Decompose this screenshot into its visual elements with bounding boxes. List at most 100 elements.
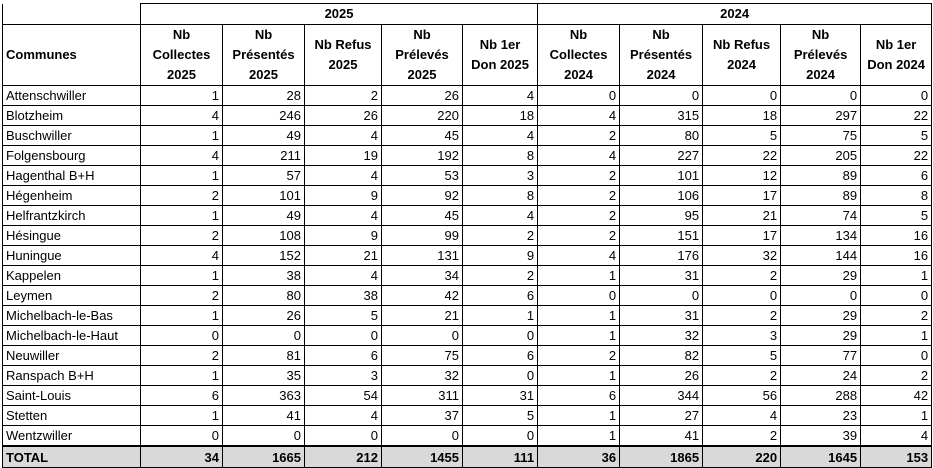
table-row: Blotzheim 4 246 26 220 18 4 315 18 297 22 xyxy=(2,105,933,126)
commune-cell: Blotzheim xyxy=(2,105,141,126)
number-cell: 2 xyxy=(140,225,223,246)
total-cell: 1455 xyxy=(381,445,463,468)
number-cell: 75 xyxy=(780,125,862,146)
column-header: Nb Refus 2025 xyxy=(304,24,382,86)
number-cell: 31 xyxy=(461,385,539,406)
table-row: Buschwiller 1 49 4 45 4 2 80 5 75 5 xyxy=(2,125,933,146)
number-cell: 0 xyxy=(619,285,704,306)
number-cell: 0 xyxy=(702,285,782,306)
number-cell: 152 xyxy=(222,245,305,266)
number-cell: 4 xyxy=(304,405,382,426)
total-cell: 111 xyxy=(461,445,539,468)
number-cell: 288 xyxy=(780,385,862,406)
number-cell: 38 xyxy=(304,285,382,306)
number-cell: 4 xyxy=(537,105,621,126)
number-cell: 4 xyxy=(304,165,382,186)
number-cell: 108 xyxy=(222,225,305,246)
total-cell: 34 xyxy=(140,445,223,468)
number-cell: 311 xyxy=(381,385,463,406)
number-cell: 21 xyxy=(381,305,463,326)
number-cell: 4 xyxy=(461,125,539,146)
commune-cell: Ranspach B+H xyxy=(2,365,141,386)
number-cell: 0 xyxy=(381,325,463,346)
number-cell: 6 xyxy=(304,345,382,366)
table-row: Hégenheim 2 101 9 92 8 2 106 17 89 8 xyxy=(2,185,933,206)
number-cell: 3 xyxy=(461,165,539,186)
commune-cell: Helfrantzkirch xyxy=(2,205,141,226)
column-header: Communes xyxy=(2,24,141,86)
number-cell: 151 xyxy=(619,225,704,246)
number-cell: 1 xyxy=(140,165,223,186)
number-cell: 22 xyxy=(702,145,782,166)
number-cell: 9 xyxy=(304,185,382,206)
total-cell: 220 xyxy=(702,445,782,468)
table-row: Hagenthal B+H 1 57 4 53 3 2 101 12 89 6 xyxy=(2,165,933,186)
number-cell: 31 xyxy=(619,265,704,286)
column-header: Nb 1er Don 2025 xyxy=(461,24,539,86)
number-cell: 220 xyxy=(381,105,463,126)
number-cell: 176 xyxy=(619,245,704,266)
number-cell: 8 xyxy=(461,185,539,206)
number-cell: 2 xyxy=(537,345,621,366)
number-cell: 32 xyxy=(619,325,704,346)
number-cell: 2 xyxy=(537,225,621,246)
number-cell: 29 xyxy=(780,305,862,326)
column-header: Nb Collectes 2025 xyxy=(140,24,223,86)
number-cell: 4 xyxy=(461,205,539,226)
number-cell: 5 xyxy=(860,125,933,146)
column-header: Nb Collectes 2024 xyxy=(537,24,621,86)
number-cell: 4 xyxy=(304,265,382,286)
number-cell: 75 xyxy=(381,345,463,366)
number-cell: 80 xyxy=(222,285,305,306)
number-cell: 2 xyxy=(140,185,223,206)
total-cell: 1865 xyxy=(619,445,704,468)
number-cell: 6 xyxy=(140,385,223,406)
number-cell: 131 xyxy=(381,245,463,266)
number-cell: 1 xyxy=(537,405,621,426)
number-cell: 9 xyxy=(304,225,382,246)
year-header: 2025 xyxy=(139,3,539,25)
table-row: Neuwiller 2 81 6 75 6 2 82 5 77 0 xyxy=(2,345,933,366)
number-cell: 57 xyxy=(222,165,305,186)
commune-cell: Michelbach-le-Bas xyxy=(2,305,141,326)
number-cell: 2 xyxy=(461,265,539,286)
number-cell: 99 xyxy=(381,225,463,246)
number-cell: 2 xyxy=(461,225,539,246)
number-cell: 17 xyxy=(702,185,782,206)
number-cell: 2 xyxy=(860,305,933,326)
number-cell: 134 xyxy=(780,225,862,246)
number-cell: 2 xyxy=(860,365,933,386)
data-table: 2025 2024 Communes Nb Collectes 2025 Nb P… xyxy=(2,3,933,468)
total-cell: 153 xyxy=(860,445,933,468)
table-body: Attenschwiller 1 28 2 26 4 0 0 0 0 0 Blotzheim 4 246 2… xyxy=(2,85,933,468)
number-cell: 4 xyxy=(461,85,539,106)
number-cell: 0 xyxy=(140,425,223,447)
number-cell: 19 xyxy=(304,145,382,166)
table-row: Stetten 1 41 4 37 5 1 27 4 23 1 xyxy=(2,405,933,426)
number-cell: 1 xyxy=(860,325,933,346)
number-cell: 0 xyxy=(537,285,621,306)
column-header: Nb Présentés 2024 xyxy=(619,24,704,86)
number-cell: 101 xyxy=(619,165,704,186)
total-cell: 212 xyxy=(304,445,382,468)
number-cell: 23 xyxy=(780,405,862,426)
number-cell: 0 xyxy=(537,85,621,106)
number-cell: 4 xyxy=(304,205,382,226)
number-cell: 4 xyxy=(860,425,933,447)
number-cell: 39 xyxy=(780,425,862,447)
number-cell: 1 xyxy=(140,305,223,326)
table-row: Folgensbourg 4 211 19 192 8 4 227 22 205 22 xyxy=(2,145,933,166)
number-cell: 35 xyxy=(222,365,305,386)
total-row: TOTAL 34 1665 212 1455 111 36 1865 220 1645 153 xyxy=(2,445,933,468)
total-cell: 1665 xyxy=(222,445,305,468)
number-cell: 4 xyxy=(537,245,621,266)
number-cell: 22 xyxy=(860,145,933,166)
number-cell: 81 xyxy=(222,345,305,366)
number-cell: 32 xyxy=(381,365,463,386)
commune-cell: Leymen xyxy=(2,285,141,306)
number-cell: 42 xyxy=(860,385,933,406)
table-row: Leymen 2 80 38 42 6 0 0 0 0 0 xyxy=(2,285,933,306)
number-cell: 18 xyxy=(702,105,782,126)
year-row: 2025 2024 xyxy=(2,3,933,25)
number-cell: 21 xyxy=(702,205,782,226)
